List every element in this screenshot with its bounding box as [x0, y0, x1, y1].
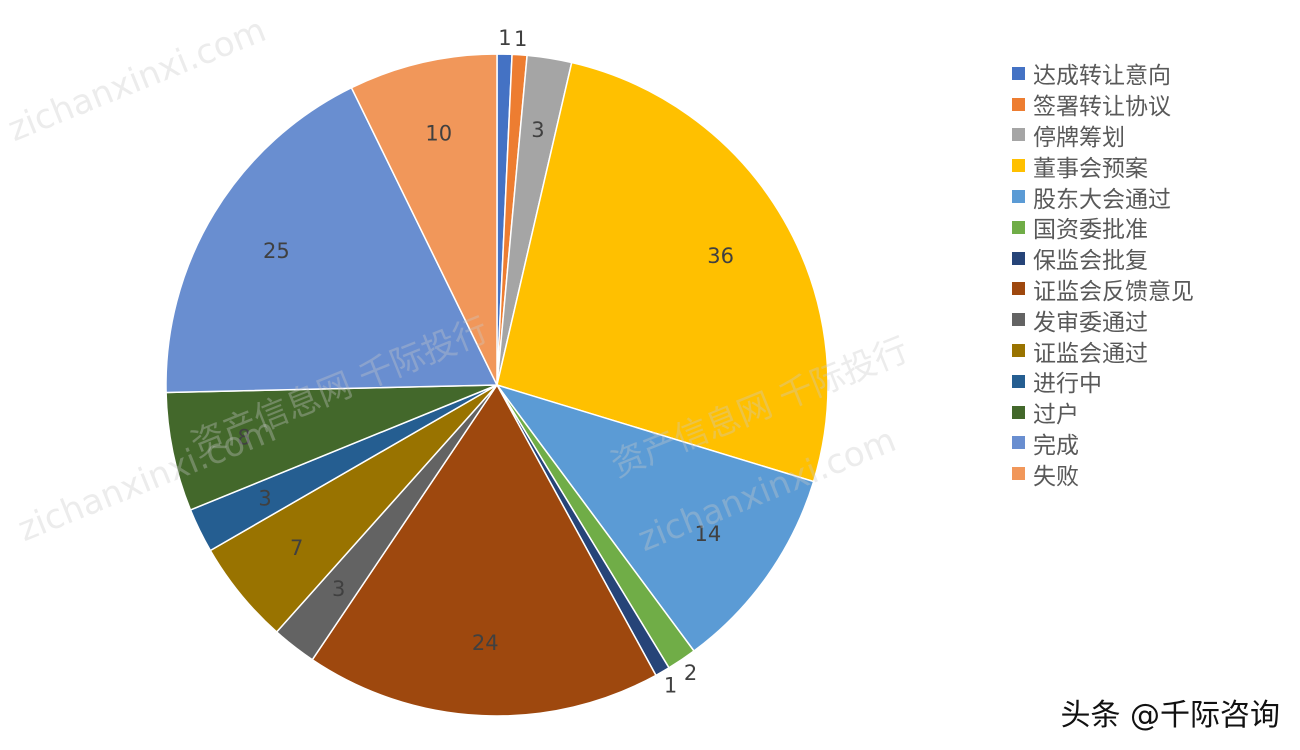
data-label: 1	[514, 27, 527, 51]
legend-item: 达成转让意向	[1012, 58, 1194, 89]
legend-swatch-icon	[1012, 159, 1025, 173]
legend-label: 进行中	[1033, 371, 1102, 398]
legend-swatch-icon	[1012, 220, 1025, 234]
pie-slice	[495, 383, 815, 653]
legend-item: 保监会批复	[1012, 243, 1194, 274]
legend-label: 发审委通过	[1033, 309, 1148, 336]
legend-swatch-icon	[1012, 128, 1025, 142]
legend-label: 失败	[1033, 463, 1079, 490]
pie-slice	[350, 53, 498, 386]
legend-label: 完成	[1033, 432, 1079, 459]
pie-slice	[496, 61, 829, 483]
data-label: 2	[684, 661, 697, 685]
footer-attribution: 头条 @千际咨询	[1060, 698, 1280, 733]
legend-label: 停牌筹划	[1033, 125, 1125, 151]
legend-swatch-icon	[1012, 374, 1025, 388]
data-label: 3	[332, 577, 345, 601]
legend-swatch-icon	[1012, 190, 1025, 204]
legend-item: 股东大会通过	[1012, 181, 1194, 213]
data-label: 24	[472, 631, 499, 655]
legend-item: 过户	[1012, 397, 1194, 428]
data-label: 3	[531, 118, 544, 142]
legend-item: 发审委通过	[1012, 304, 1194, 336]
legend-label: 保监会批复	[1033, 248, 1148, 275]
pie-slice	[311, 383, 657, 717]
legend-label: 签署转让协议	[1033, 94, 1171, 121]
legend-swatch-icon	[1012, 251, 1025, 265]
pie-slice	[165, 86, 499, 394]
data-label: 7	[290, 536, 303, 560]
data-label: 1	[498, 26, 511, 50]
legend-swatch-icon	[1012, 467, 1025, 481]
data-label: 3	[258, 487, 271, 511]
legend-label: 股东大会通过	[1033, 186, 1171, 213]
legend-label: 国资委批准	[1033, 217, 1148, 244]
legend-swatch-icon	[1012, 313, 1025, 327]
data-label: 25	[263, 239, 290, 263]
legend-swatch-icon	[1012, 66, 1025, 80]
chart-legend: 达成转让意向 签署转让协议 停牌筹划董事会预案股东大会通过 国资委批准保监会批复证监会…	[1012, 58, 1194, 490]
legend-label: 证监会通过	[1033, 340, 1148, 367]
data-label: 1	[664, 674, 677, 698]
legend-item: 失败	[1012, 458, 1194, 490]
legend-item: 停牌筹划	[1012, 120, 1194, 151]
legend-item: 证监会通过	[1012, 335, 1194, 367]
legend-item: 签署转让协议	[1012, 89, 1194, 120]
data-label: 14	[695, 522, 722, 546]
legend-item: 董事会预案	[1012, 150, 1194, 182]
data-label: 8	[238, 426, 251, 450]
data-label: 36	[707, 244, 734, 268]
legend-label: 达成转让意向	[1033, 63, 1171, 90]
legend-swatch-icon	[1012, 97, 1025, 111]
legend-swatch-icon	[1012, 282, 1025, 296]
legend-swatch-icon	[1012, 405, 1025, 419]
legend-swatch-icon	[1012, 344, 1025, 358]
legend-item: 证监会反馈意见	[1012, 274, 1194, 305]
legend-swatch-icon	[1012, 436, 1025, 450]
legend-item: 完成	[1012, 428, 1194, 459]
legend-item: 进行中	[1012, 366, 1194, 397]
legend-label: 过户	[1033, 402, 1079, 429]
legend-label: 董事会预案	[1033, 155, 1148, 182]
data-label: 10	[425, 121, 452, 145]
legend-label: 证监会反馈意见	[1033, 278, 1194, 305]
legend-item: 国资委批准	[1012, 212, 1194, 243]
